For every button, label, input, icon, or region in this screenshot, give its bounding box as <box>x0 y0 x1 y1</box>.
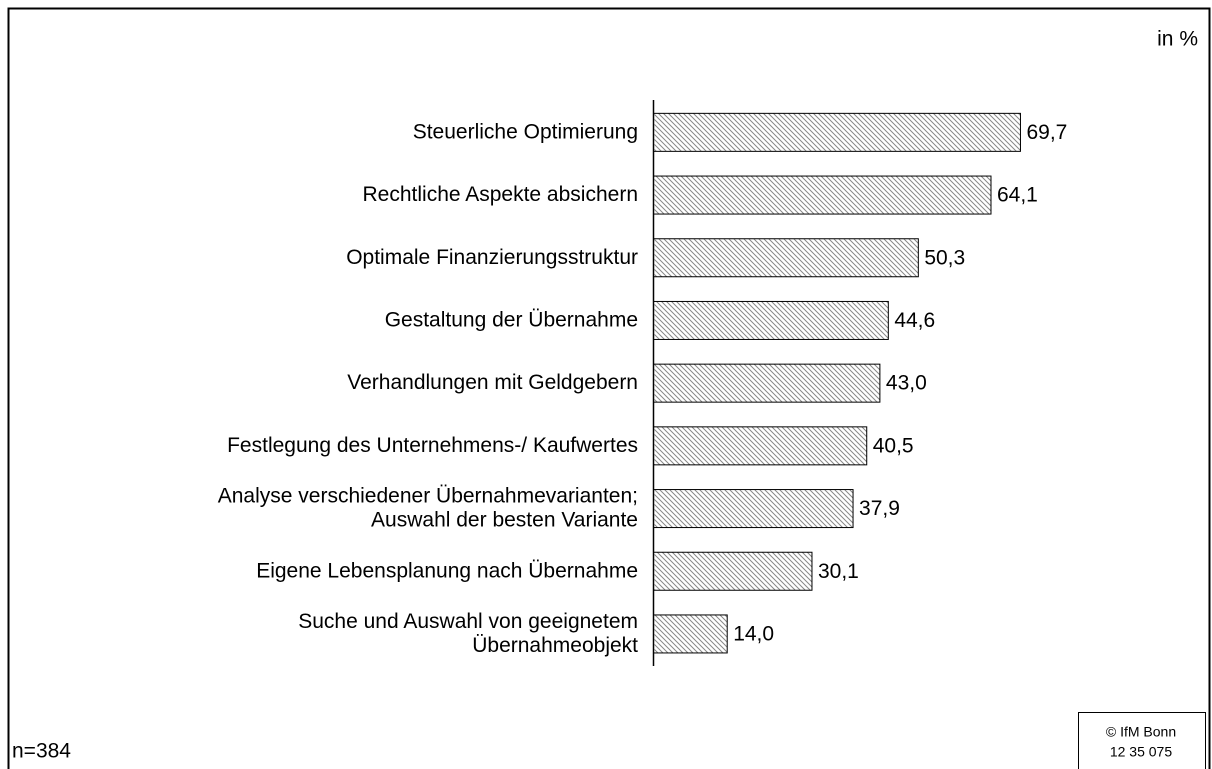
category-label: Steuerliche Optimierung <box>413 120 638 143</box>
value-label: 40,5 <box>873 434 914 457</box>
value-label: 43,0 <box>886 372 927 395</box>
bar <box>653 489 854 529</box>
value-label: 44,6 <box>894 309 935 332</box>
category-label: Optimale Finanzierungsstruktur <box>346 245 638 268</box>
category-label: Festlegung des Unternehmens-/ Kaufwertes <box>227 433 638 456</box>
source-line: 12 35 075 <box>1110 744 1172 760</box>
category-label: Verhandlungen mit Geldgebern <box>347 371 638 394</box>
category-label: Suche und Auswahl von geeignetem Übernahm… <box>298 609 638 656</box>
category-label: Analyse verschiedener Übernahmevarianten… <box>218 484 638 531</box>
bar <box>653 363 881 403</box>
value-label: 37,9 <box>859 497 900 520</box>
value-label: 50,3 <box>924 246 965 269</box>
frame <box>7 7 1211 769</box>
value-label: 14,0 <box>733 622 774 645</box>
source-line: © IfM Bonn <box>1106 724 1176 740</box>
bar <box>653 614 728 654</box>
bar <box>653 551 813 591</box>
value-label: 30,1 <box>818 560 859 583</box>
sample-note: n=384 <box>12 740 71 763</box>
category-label: Rechtliche Aspekte absichern <box>363 183 639 206</box>
bar <box>653 112 1021 152</box>
bar <box>653 300 889 340</box>
category-label: Eigene Lebensplanung nach Übernahme <box>256 559 638 582</box>
bar <box>653 238 919 278</box>
value-label: 64,1 <box>997 184 1038 207</box>
bar <box>653 175 992 215</box>
value-label: 69,7 <box>1026 121 1067 144</box>
bar <box>653 426 868 466</box>
unit-label: in % <box>1157 28 1198 51</box>
source-box <box>1078 712 1206 769</box>
category-label: Gestaltung der Übernahme <box>385 308 638 331</box>
